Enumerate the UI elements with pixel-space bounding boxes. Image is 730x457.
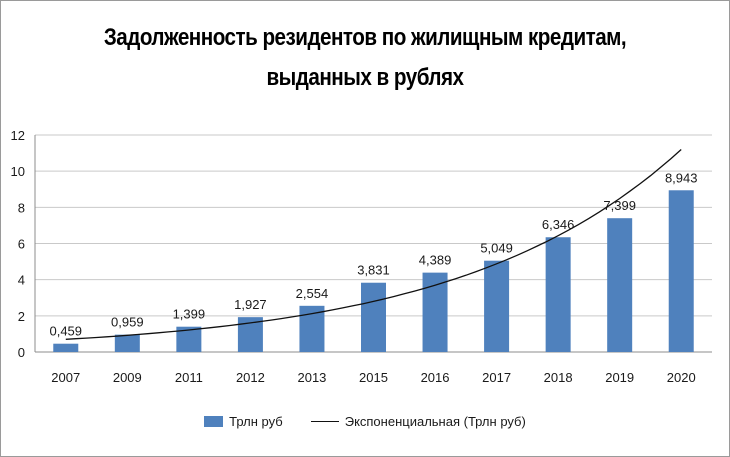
data-label: 3,831 xyxy=(357,263,390,278)
legend-item-bars: Трлн руб xyxy=(204,414,283,429)
chart-title-line-1: Задолженность резидентов по жилищным кре… xyxy=(103,24,627,51)
data-label: 0,959 xyxy=(111,315,144,330)
x-tick-label: 2007 xyxy=(51,370,80,385)
data-label: 1,399 xyxy=(173,307,206,322)
bar xyxy=(607,218,633,352)
x-tick-label: 2013 xyxy=(297,370,326,385)
bar xyxy=(299,305,325,352)
x-tick-label: 2016 xyxy=(421,370,450,385)
bar xyxy=(545,237,571,352)
data-label: 1,927 xyxy=(234,297,267,312)
bar xyxy=(53,343,79,352)
data-label: 8,943 xyxy=(665,170,698,185)
bar xyxy=(668,190,694,352)
data-label: 4,389 xyxy=(419,253,452,268)
bar xyxy=(361,282,386,352)
x-tick-label: 2012 xyxy=(236,370,265,385)
y-tick-label: 10 xyxy=(11,164,25,179)
x-tick-label: 2019 xyxy=(605,370,634,385)
data-label: 5,049 xyxy=(480,241,513,256)
chart-legend: Трлн руб Экспоненциальная (Трлн руб) xyxy=(0,414,730,429)
data-label: 7,399 xyxy=(603,198,636,213)
trendline xyxy=(65,149,682,340)
x-tick-label: 2020 xyxy=(667,370,696,385)
x-tick-label: 2015 xyxy=(359,370,388,385)
y-tick-label: 8 xyxy=(18,200,25,215)
x-tick-label: 2017 xyxy=(482,370,511,385)
chart-title: Задолженность резидентов по жилищным кре… xyxy=(51,18,679,98)
bar xyxy=(114,334,140,352)
y-tick-label: 12 xyxy=(11,128,25,143)
bar xyxy=(484,260,510,352)
y-tick-label: 0 xyxy=(18,345,25,360)
y-tick-label: 2 xyxy=(18,309,25,324)
x-tick-label: 2011 xyxy=(175,370,203,385)
legend-swatch-trendline xyxy=(310,421,339,422)
data-label: 0,459 xyxy=(49,324,82,339)
y-tick-label: 4 xyxy=(18,273,25,288)
legend-label-bars: Трлн руб xyxy=(229,414,283,429)
legend-swatch-bars xyxy=(204,416,224,427)
y-tick-label: 6 xyxy=(18,237,25,252)
chart-title-line-2: выданных в рублях xyxy=(266,64,464,91)
data-label: 6,346 xyxy=(542,217,575,232)
x-tick-label: 2009 xyxy=(113,370,142,385)
legend-label-trendline: Экспоненциальная (Трлн руб) xyxy=(344,414,526,429)
data-label: 2,554 xyxy=(296,286,329,301)
x-tick-label: 2018 xyxy=(544,370,573,385)
legend-item-trendline: Экспоненциальная (Трлн руб) xyxy=(310,414,526,429)
